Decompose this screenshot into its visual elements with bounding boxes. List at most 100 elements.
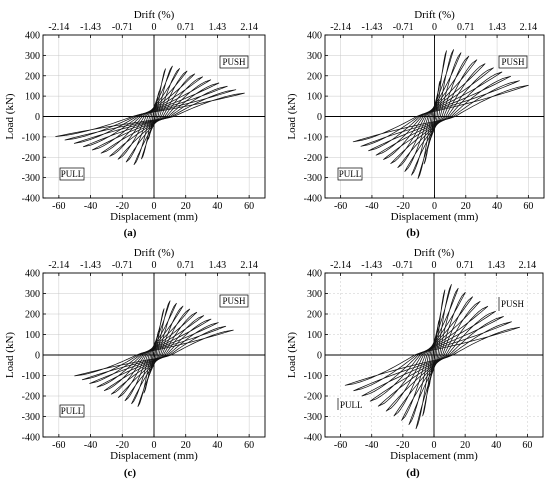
panel-caption: (b) (406, 227, 420, 239)
x2-tick-label: 1.43 (488, 260, 506, 271)
pull-box (59, 404, 85, 418)
hysteresis-loop-3 (417, 49, 454, 179)
x2-tick-label: 1.43 (209, 22, 227, 33)
x-tick-label: 0 (152, 440, 157, 451)
hysteresis-loop-8 (377, 305, 489, 407)
push-label: PUSH (222, 296, 246, 306)
y-tick-label: -400 (22, 194, 40, 205)
hysteresis-loop-11 (353, 321, 512, 392)
x-tick-label: 20 (181, 201, 191, 212)
x2-tick-label: -2.14 (48, 260, 69, 271)
y-tick-label: 300 (307, 289, 322, 300)
x2-tick-label: 0.71 (456, 260, 474, 271)
chart-panel-b: -60 -2.14 -40 -1.43 -20 -0.71 0 0 20 0.71 40 1.43 60… (286, 9, 545, 239)
y-tick-label: 100 (25, 330, 40, 341)
hysteresis-loop-9 (96, 318, 212, 388)
x2-tick-label: 2.14 (240, 22, 258, 33)
hysteresis-loop-2 (423, 50, 447, 165)
hysteresis-loop-3 (415, 284, 452, 430)
x-tick-label: 40 (491, 440, 501, 451)
x-tick-label: 20 (181, 440, 191, 451)
x-tick-label: -60 (52, 201, 65, 212)
x2-axis-label: Drift (%) (414, 9, 455, 21)
push-label: PUSH (222, 57, 246, 67)
x-tick-label: -20 (396, 440, 409, 451)
hysteresis-loop-5 (401, 292, 466, 421)
x-tick-label: 0 (152, 201, 157, 212)
x2-axis-label: Drift (%) (414, 247, 455, 259)
x2-tick-label: 0 (152, 260, 157, 271)
y-tick-label: -300 (304, 412, 322, 423)
x2-tick-label: -1.43 (80, 22, 101, 33)
y-tick-label: -100 (22, 371, 40, 382)
x2-axis-label: Drift (%) (134, 9, 175, 21)
y-tick-label: -200 (304, 153, 322, 164)
y-tick-label: 0 (35, 351, 40, 362)
x2-tick-label: 0 (432, 22, 437, 33)
pull-label: PULL (61, 406, 84, 416)
x2-tick-label: -1.43 (80, 260, 101, 271)
hysteresis-loop-7 (110, 311, 198, 395)
x-tick-label: 60 (523, 201, 533, 212)
x-tick-label: 20 (460, 440, 470, 451)
y-tick-label: 300 (307, 51, 322, 62)
hysteresis-loop-2 (422, 289, 446, 417)
pull-box (59, 167, 85, 181)
chart-panel-d: -60 -2.14 -40 -1.43 -20 -0.71 0 0 20 0.71 40 1.43 60… (286, 247, 544, 479)
x2-tick-label: 2.14 (519, 260, 537, 271)
x2-tick-label: 2.14 (240, 260, 258, 271)
y-tick-label: 200 (307, 310, 322, 321)
push-label: PUSH (501, 299, 525, 309)
hysteresis-loop-6 (109, 73, 196, 157)
x-tick-label: 60 (522, 440, 532, 451)
y-tick-label: -200 (22, 153, 40, 164)
chart-panel-a: -60 -2.14 -40 -1.43 -20 -0.71 0 0 20 0.71 40 1.43 60… (4, 9, 266, 239)
y-tick-label: -300 (22, 173, 40, 184)
x2-tick-label: 0.71 (177, 22, 195, 33)
hysteresis-loops (344, 284, 520, 430)
push-box (498, 55, 528, 69)
hysteresis-loop-12 (74, 329, 234, 377)
y-tick-label: -300 (304, 173, 322, 184)
x-tick-label: 0 (432, 440, 437, 451)
hysteresis-loop-10 (73, 85, 228, 144)
y-tick-label: -200 (304, 392, 322, 403)
hysteresis-loops (74, 300, 234, 407)
x2-tick-label: -2.14 (48, 22, 69, 33)
hysteresis-loop-2 (141, 68, 166, 160)
hysteresis-loop-4 (411, 52, 462, 176)
hysteresis-loop-12 (55, 92, 245, 137)
x2-tick-label: 1.43 (488, 22, 506, 33)
y-tick-label: 0 (317, 112, 322, 123)
hysteresis-loop-4 (125, 68, 180, 163)
x2-axis-label: Drift (%) (134, 247, 175, 259)
x-tick-label: -20 (397, 201, 410, 212)
hysteresis-loop-10 (361, 316, 504, 397)
x-tick-label: 40 (492, 201, 502, 212)
pull-label: PULL (339, 169, 362, 179)
y-tick-label: 200 (307, 71, 322, 82)
x-tick-label: -60 (334, 440, 347, 451)
x-tick-label: -20 (116, 440, 129, 451)
hysteresis-loop-4 (408, 287, 459, 426)
x2-tick-label: 1.43 (209, 260, 227, 271)
push-label: PUSH (501, 57, 525, 67)
pull-label: PULL (340, 400, 363, 410)
hysteresis-loops (352, 49, 529, 179)
hysteresis-loop-5 (124, 305, 184, 402)
hysteresis-loop-2 (143, 308, 165, 394)
x2-tick-label: -0.71 (392, 260, 413, 271)
hysteresis-loop-3 (137, 300, 171, 407)
hysteresis-loop-7 (385, 301, 481, 412)
hysteresis-loop-7 (390, 63, 486, 164)
y-tick-label: -400 (304, 194, 322, 205)
x-tick-label: -40 (365, 201, 378, 212)
y-axis-label: Load (kN) (286, 332, 298, 378)
y-tick-label: 0 (317, 351, 322, 362)
y-axis-label: Load (kN) (4, 332, 16, 378)
y-tick-label: -400 (22, 433, 40, 444)
hysteresis-loop-10 (368, 75, 511, 152)
y-tick-label: 0 (35, 112, 40, 123)
y-tick-label: -100 (304, 132, 322, 143)
